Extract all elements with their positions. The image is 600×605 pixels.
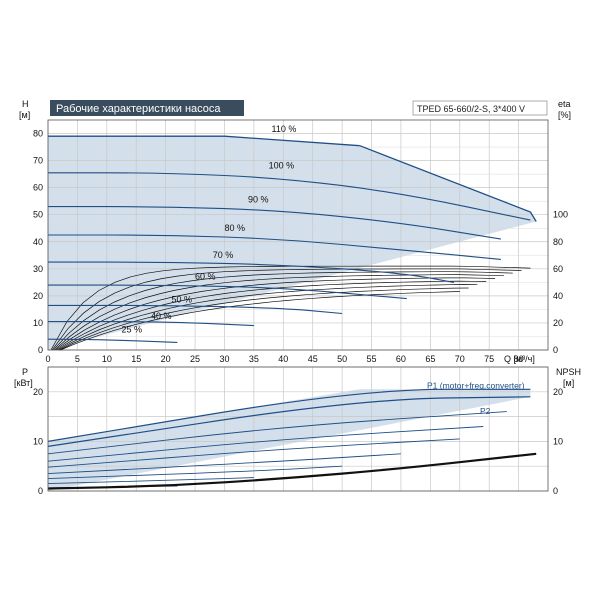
- y-tick-label: 50: [33, 210, 43, 220]
- power-axis-label: P: [22, 367, 28, 377]
- x-tick-label: 45: [308, 354, 318, 364]
- y-tick-label: 0: [38, 345, 43, 355]
- y-tick-label: 20: [33, 291, 43, 301]
- speed-curve: [48, 135, 360, 147]
- y-axis-unit: [м]: [19, 110, 30, 120]
- y-tick-label: 80: [33, 129, 43, 139]
- eta-axis-unit: [%]: [558, 110, 571, 120]
- power-curve: [47, 388, 531, 442]
- efficiency-curve: [51, 268, 522, 351]
- npsh-tick-label: 0: [553, 486, 558, 496]
- power-curve: [47, 453, 401, 475]
- eta-tick-label: 100: [553, 210, 568, 220]
- speed-curve: [48, 206, 501, 240]
- x-tick-label: 10: [102, 354, 112, 364]
- speed-curve: [359, 145, 537, 222]
- title-box: [50, 100, 244, 116]
- speed-curve-label: 70 %: [213, 250, 234, 260]
- npsh-tick-label: 10: [553, 436, 563, 446]
- power-curve: [47, 426, 484, 462]
- power-plot-frame: [47, 366, 549, 492]
- npsh-curve: [47, 452, 537, 490]
- speed-curve: [48, 261, 454, 283]
- chart-title: Рабочие характеристики насоса: [56, 103, 221, 115]
- eta-tick-label: 80: [553, 237, 563, 247]
- speed-curve: [47, 172, 531, 221]
- power-curve: [47, 438, 460, 468]
- efficiency-curve: [57, 284, 478, 351]
- x-tick-label: 65: [425, 354, 435, 364]
- power-operating-area: [48, 389, 531, 491]
- speed-curve: [48, 321, 254, 327]
- model-box: [412, 100, 548, 116]
- x-tick-label: 15: [131, 354, 141, 364]
- y-tick-label: 60: [33, 183, 43, 193]
- x-tick-label: 60: [396, 354, 406, 364]
- y-tick-label: 70: [33, 156, 43, 166]
- npsh-axis-label: NPSH: [556, 367, 581, 377]
- x-tick-label: 30: [219, 354, 229, 364]
- eta-tick-label: 20: [553, 318, 563, 328]
- eta-axis-label: eta: [558, 99, 571, 109]
- npsh-axis-unit: [м]: [563, 378, 574, 388]
- efficiency-curve: [55, 277, 496, 351]
- y-tick-label: 30: [33, 264, 43, 274]
- efficiency-curve: [59, 287, 469, 351]
- efficiency-curve: [60, 291, 460, 351]
- speed-curve: [48, 284, 407, 300]
- efficiency-curve: [53, 271, 513, 351]
- x-tick-label: 5: [75, 354, 80, 364]
- speed-curve-label: 25 %: [122, 324, 143, 334]
- x-tick-label: 75: [484, 354, 494, 364]
- x-tick-label: 80: [514, 354, 524, 364]
- speed-curve-label: 40 %: [151, 311, 172, 321]
- x-tick-label: 20: [161, 354, 171, 364]
- x-tick-label: 40: [278, 354, 288, 364]
- power-tick-label: 20: [33, 387, 43, 397]
- speed-curve: [48, 304, 343, 315]
- npsh-tick-label: 20: [553, 387, 563, 397]
- p2-label: P2: [480, 406, 491, 416]
- power-axis-unit: [кВт]: [14, 378, 33, 388]
- eta-tick-label: 60: [553, 264, 563, 274]
- x-tick-label: 50: [337, 354, 347, 364]
- x-tick-label: 0: [45, 354, 50, 364]
- x-tick-label: 55: [367, 354, 377, 364]
- speed-curve-label: 90 %: [248, 195, 269, 205]
- speed-curve-label: 60 %: [195, 272, 216, 282]
- eta-tick-label: 40: [553, 291, 563, 301]
- speed-curve: [48, 234, 501, 260]
- x-axis-label: Q [м³/ч]: [504, 354, 535, 364]
- x-tick-label: 25: [190, 354, 200, 364]
- speed-curve: [47, 338, 178, 343]
- y-tick-label: 10: [33, 318, 43, 328]
- p1-label: P1 (motor+freq.converter): [427, 380, 525, 390]
- eta-tick-label: 0: [553, 345, 558, 355]
- y-axis-label: H: [22, 99, 29, 109]
- x-tick-label: 35: [249, 354, 259, 364]
- speed-curve-label: 110 %: [272, 124, 297, 134]
- model-label: TPED 65-660/2-S, 3*400 V: [417, 104, 525, 114]
- speed-curve-label: 80 %: [224, 223, 245, 233]
- power-tick-label: 0: [38, 486, 43, 496]
- y-tick-label: 40: [33, 237, 43, 247]
- power-curve: [47, 396, 531, 447]
- power-curve: [47, 411, 507, 455]
- speed-curve-label: 50 %: [172, 295, 193, 305]
- head-operating-area: [48, 136, 537, 350]
- x-tick-label: 70: [455, 354, 465, 364]
- power-curve: [47, 477, 254, 485]
- efficiency-curve: [54, 274, 504, 351]
- speed-curve-label: 100 %: [269, 161, 295, 171]
- head-plot-frame: [47, 119, 549, 351]
- power-tick-label: 10: [33, 436, 43, 446]
- power-curve: [47, 465, 343, 480]
